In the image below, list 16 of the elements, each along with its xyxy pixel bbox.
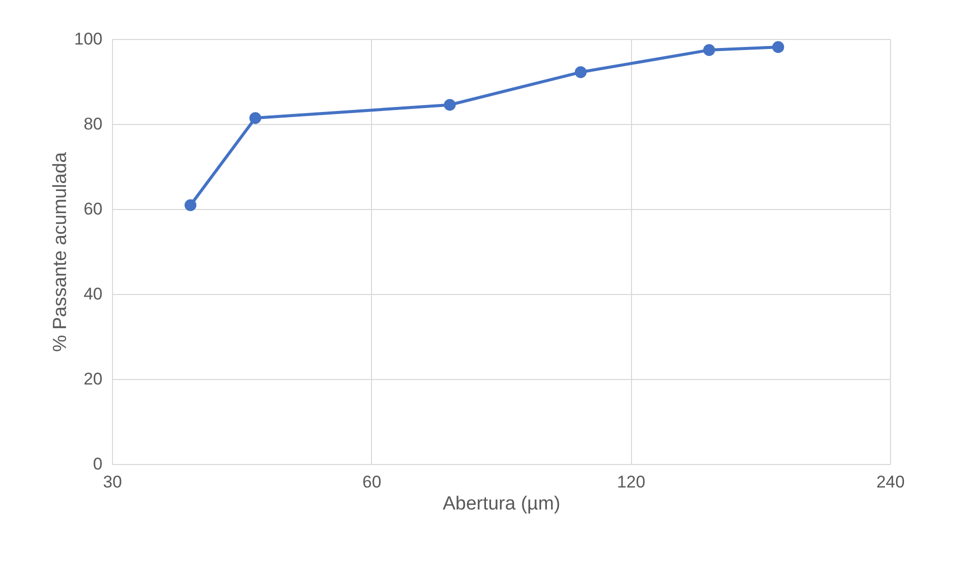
y-tick-label: 100	[74, 30, 102, 48]
y-tick-label: 0	[93, 454, 102, 474]
point	[703, 44, 716, 56]
point	[444, 98, 456, 111]
y-tick-label: 20	[84, 370, 102, 388]
y-axis-title: % Passante acumulada	[50, 152, 72, 352]
y-tick-label: 60	[84, 200, 102, 218]
x-tick-label: 30	[103, 472, 122, 492]
x-tick-label: 240	[876, 472, 905, 492]
y-tick-label: 40	[84, 284, 102, 304]
x-tick-label: 60	[362, 472, 382, 492]
point	[574, 66, 587, 78]
y-tick-label: 80	[84, 114, 102, 134]
x-tick-label: 120	[616, 472, 646, 492]
point	[184, 199, 196, 212]
x-axis-title: Abertura (µm)	[442, 494, 560, 514]
